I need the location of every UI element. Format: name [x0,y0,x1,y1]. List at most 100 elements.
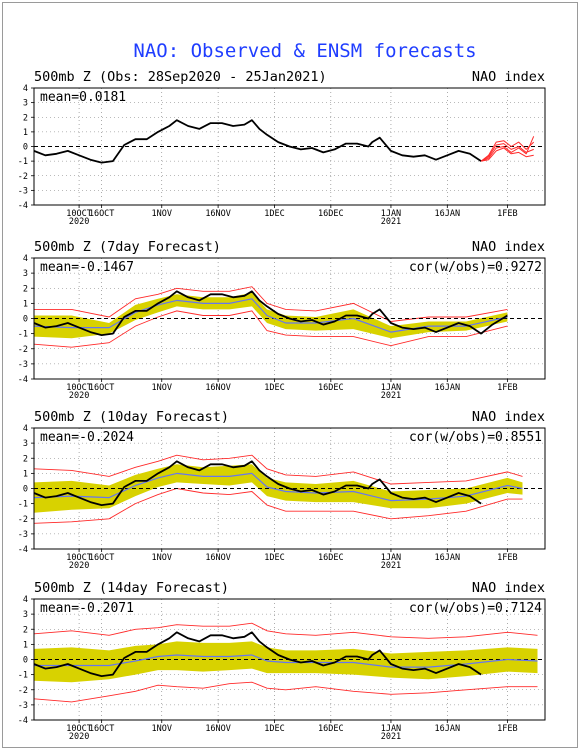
observed-nao-line [33,290,508,337]
x-tick-label: 1JAN [381,724,401,734]
y-tick-label: 1 [23,469,28,479]
x-tick-label: 16JAN [435,209,461,219]
chart-title: 500mb Z (10day Forecast) [34,409,229,425]
y-tick-label: 2 [23,625,28,635]
chart-title: 500mb Z (Obs: 28Sep2020 - 25Jan2021) [34,69,327,85]
y-tick-label: 1 [23,128,28,138]
y-tick-label: 0 [23,315,28,325]
ensemble-member-line-2 [480,136,535,162]
y-tick-label: 0 [23,485,28,495]
y-tick-label: 3 [23,269,28,279]
x-tick-label: 10OCT [66,724,92,734]
ensemble-mean-line [33,298,508,333]
ensemble-lower-bound [33,488,523,524]
x-tick-label: 16OCT [89,553,115,563]
y-tick-label: -2 [18,515,28,525]
ensemble-upper-bound [33,622,538,639]
x-tick-label: 16JAN [435,553,461,563]
x-tick-label: 16DEC [318,383,344,393]
mean-stat: mean=0.0181 [40,90,126,105]
y-tick-label: 4 [23,84,28,94]
y-tick-label: -1 [18,500,28,510]
chart-title: 500mb Z (14day Forecast) [34,580,229,596]
y-tick-label: -4 [18,201,28,211]
y-tick-label: 2 [23,113,28,123]
y-tick-label: -3 [18,530,28,540]
ensemble-mean-line [34,654,538,668]
x-tick-label: 1FEB [497,553,517,563]
y-tick-label: -1 [18,330,28,340]
y-tick-label: -2 [18,345,28,355]
page-title: NAO: Observed & ENSM forecasts [133,40,476,62]
y-tick-label: 4 [23,424,28,434]
chart-panel-1: 500mb Z (Obs: 28Sep2020 - 25Jan2021) NAO … [18,69,546,227]
x-tick-label: 1NOV [152,209,172,219]
x-tick-label: 10OCT [66,383,92,393]
x-tick-label: 1FEB [497,383,517,393]
x-tick-label: 1FEB [497,724,517,734]
x-tick-year-label: 2020 [69,732,89,742]
x-tick-label: 1NOV [152,724,172,734]
x-tick-label: 10OCT [66,553,92,563]
y-tick-label: 0 [23,143,28,153]
x-tick-year-label: 2021 [381,217,401,227]
x-tick-label: 16OCT [89,724,115,734]
y-tick-label: 3 [23,439,28,449]
y-tick-label: 1 [23,299,28,309]
y-tick-label: -4 [18,545,28,555]
x-tick-year-label: 2020 [69,217,89,227]
mean-stat: mean=-0.2024 [40,430,134,445]
x-tick-label: 16NOV [205,724,231,734]
ensemble-member-line-3 [480,140,535,162]
ensemble-lower-bound [33,310,508,348]
correlation-stat: cor(w/obs)=0.7124 [409,601,542,616]
y-tick-label: 1 [23,640,28,650]
chart-panel-3: 500mb Z (10day Forecast) NAO index -4 -3 -2 -… [18,409,546,571]
chart-title: 500mb Z (7day Forecast) [34,239,221,255]
chart-right-title: NAO index [472,239,545,255]
chart-right-title: NAO index [472,409,545,425]
x-tick-year-label: 2021 [381,561,401,571]
x-tick-label: 16JAN [435,724,461,734]
y-tick-label: 4 [23,254,28,264]
y-tick-label: -2 [18,172,28,182]
ensemble-upper-bound [33,454,523,485]
x-tick-label: 16DEC [318,209,344,219]
y-tick-label: -3 [18,186,28,196]
x-tick-label: 1NOV [152,553,172,563]
ensemble-mean-line [33,472,523,502]
observed-nao-line [33,460,482,507]
y-tick-label: -3 [18,360,28,370]
y-tick-label: 0 [23,656,28,666]
x-tick-label: 1FEB [497,209,517,219]
x-tick-label: 16DEC [318,724,344,734]
ensemble-spread-band [34,292,508,339]
x-tick-label: 16NOV [205,553,231,563]
correlation-stat: cor(w/obs)=0.8551 [409,430,542,445]
x-tick-label: 1DEC [264,553,284,563]
x-tick-year-label: 2020 [69,561,89,571]
y-tick-label: -2 [18,686,28,696]
x-tick-year-label: 2021 [381,391,401,401]
chart-right-title: NAO index [472,580,545,596]
correlation-stat: cor(w/obs)=0.9272 [409,260,542,275]
ensemble-upper-bound [34,286,508,322]
y-tick-label: -1 [18,671,28,681]
y-tick-label: 3 [23,99,28,109]
observed-nao-line [33,119,482,164]
x-tick-label: 16NOV [205,383,231,393]
x-tick-label: 16OCT [89,209,115,219]
x-tick-label: 1JAN [381,553,401,563]
x-tick-label: 16DEC [318,553,344,563]
x-tick-label: 1JAN [381,383,401,393]
x-tick-label: 10OCT [66,209,92,219]
y-tick-label: -1 [18,157,28,167]
x-tick-label: 16OCT [89,383,115,393]
y-tick-label: 4 [23,595,28,605]
y-tick-label: -4 [18,375,28,385]
chart-panel-4: 500mb Z (14day Forecast) NAO index -4 -3 -2 -… [18,580,546,742]
observed-nao-line [33,631,482,677]
x-tick-year-label: 2021 [381,732,401,742]
